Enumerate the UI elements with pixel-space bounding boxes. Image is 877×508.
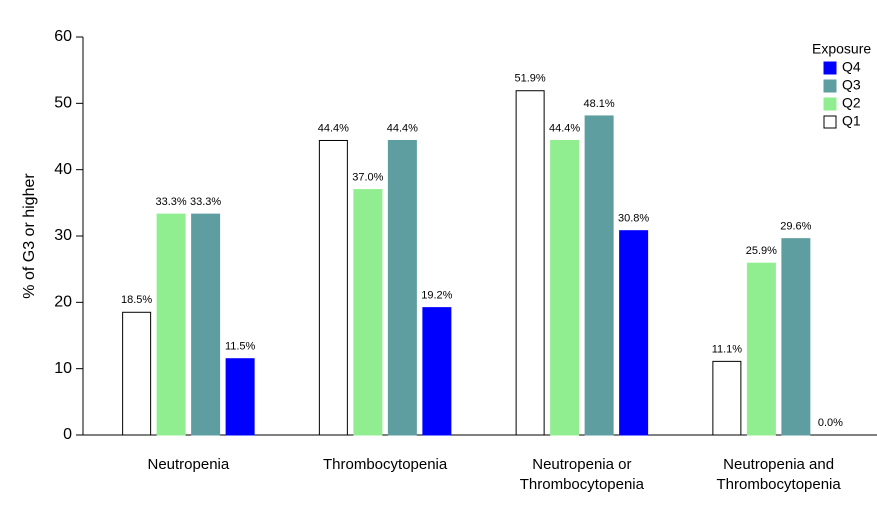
legend-label: Q1 <box>842 113 861 129</box>
y-tick-label: 30 <box>54 227 72 244</box>
x-tick-label: Neutropenia and <box>723 456 834 473</box>
bar <box>619 230 649 436</box>
value-label: 51.9% <box>515 73 546 85</box>
y-tick-label: 40 <box>54 161 72 178</box>
x-tick-label: Thrombocytopenia <box>520 476 645 493</box>
value-label: 19.2% <box>421 290 452 302</box>
legend-swatch <box>823 61 837 75</box>
bar <box>353 189 383 436</box>
bar <box>422 307 452 436</box>
x-tick-label: Thrombocytopenia <box>717 476 842 493</box>
bar <box>550 139 580 436</box>
value-label: 44.4% <box>387 122 418 134</box>
bar <box>781 238 811 436</box>
bar <box>191 213 221 436</box>
value-label: 44.4% <box>318 122 349 134</box>
bar <box>712 360 742 436</box>
value-label: 18.5% <box>121 294 152 306</box>
y-tick-label: 0 <box>63 426 72 443</box>
value-label: 37.0% <box>352 171 383 183</box>
legend-title: Exposure <box>812 41 871 57</box>
x-tick-label: Neutropenia <box>148 456 230 473</box>
value-label: 11.1% <box>712 343 743 355</box>
x-tick-label: Neutropenia or <box>532 456 631 473</box>
legend-label: Q4 <box>842 59 861 75</box>
bar <box>156 213 186 436</box>
value-label: 30.8% <box>618 213 649 225</box>
value-label: 25.9% <box>746 245 777 257</box>
bar <box>387 139 417 436</box>
value-label: 0.0% <box>818 417 843 429</box>
value-label: 29.6% <box>780 221 811 233</box>
y-tick-label: 20 <box>54 294 72 311</box>
y-tick-label: 50 <box>54 95 72 112</box>
bar <box>746 262 776 436</box>
value-label: 33.3% <box>190 196 221 208</box>
legend-label: Q3 <box>842 77 861 93</box>
value-label: 33.3% <box>156 196 187 208</box>
y-tick-label: 60 <box>54 28 72 45</box>
value-label: 48.1% <box>584 98 615 110</box>
bar <box>225 358 255 436</box>
bar <box>584 115 614 436</box>
legend-swatch <box>823 79 837 93</box>
legend-swatch <box>823 97 837 111</box>
value-label: 44.4% <box>549 122 580 134</box>
bar <box>515 90 545 436</box>
bar <box>122 311 152 436</box>
bar <box>318 139 348 436</box>
y-tick-label: 10 <box>54 360 72 377</box>
legend-label: Q2 <box>842 95 861 111</box>
value-label: 11.5% <box>225 341 256 353</box>
x-tick-label: Thrombocytopenia <box>323 456 448 473</box>
y-axis-label: % of G3 or higher <box>21 173 38 299</box>
legend-swatch <box>823 115 837 129</box>
